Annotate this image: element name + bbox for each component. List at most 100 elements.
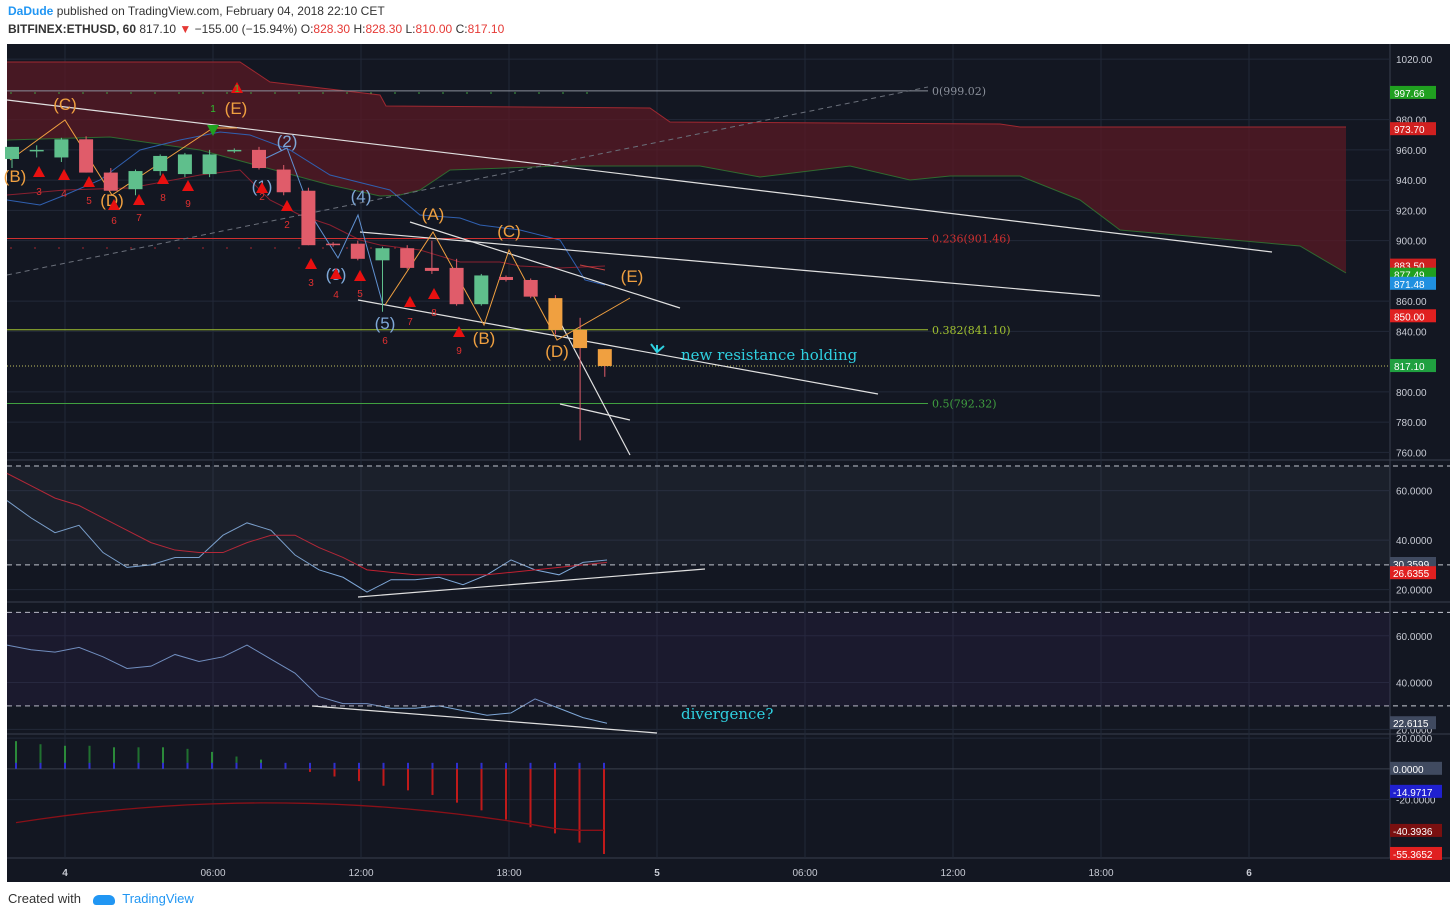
candle-body [474, 275, 489, 305]
elliott-wave-label: (E) [621, 267, 644, 286]
open-label: O: [300, 22, 314, 36]
created-with-text: Created with [8, 891, 81, 906]
divergence-annotation: divergence? [681, 705, 773, 723]
tradingview-logo-icon [92, 894, 115, 905]
osc-trend-line [357, 568, 706, 598]
td-marker [83, 176, 95, 187]
td-marker [182, 180, 194, 191]
elliott-wave-label: (A) [422, 205, 445, 224]
td-marker [428, 288, 440, 299]
hist-label-box [1390, 784, 1442, 798]
price-tick-label: 900.00 [1396, 237, 1427, 248]
trend-line [559, 403, 631, 421]
osc-tick-label: 40.0000 [1396, 679, 1433, 690]
price-tick-label: 800.00 [1396, 388, 1427, 399]
candle-body [597, 349, 612, 367]
osc-band [7, 465, 1390, 565]
td-marker [207, 125, 219, 136]
elliott-wave-orange-1 [9, 119, 237, 196]
osc-tick-label: 20.0000 [1396, 586, 1433, 597]
elliott-wave-label: (D) [545, 342, 569, 361]
td-count-label: 9 [185, 199, 191, 210]
down-arrow-icon: ▼ [179, 22, 192, 36]
td-marker [58, 169, 70, 180]
osc-series-line [6, 644, 608, 724]
author-name[interactable]: DaDude [8, 4, 54, 18]
td-marker [157, 173, 169, 184]
price-tick-label: 780.00 [1396, 418, 1427, 429]
arrow-icon [650, 343, 665, 354]
footer: Created with TradingView [8, 891, 194, 906]
osc-series-line [6, 500, 608, 593]
price-label-box [1390, 359, 1436, 373]
candle-body [424, 267, 439, 271]
fib-level-label: 0.236(901.46) [932, 232, 1011, 245]
time-tick-label: 12:00 [940, 868, 965, 879]
price-tick-label: 940.00 [1396, 176, 1427, 187]
td-marker [231, 82, 243, 93]
td-marker [354, 270, 366, 281]
fib-diagonal-line [6, 86, 929, 276]
price-tick-label: 920.00 [1396, 206, 1427, 217]
td-count-label: 1 [210, 104, 216, 115]
price-tick-label: 1020.00 [1396, 55, 1433, 66]
candle-body [252, 149, 266, 169]
elliott-wave-label: (C) [53, 95, 77, 114]
hist-label-text: -55.3652 [1393, 850, 1433, 861]
small-red-line [579, 264, 606, 271]
td-marker [305, 258, 317, 269]
price-label-text: 883.50 [1394, 262, 1425, 273]
candle-body [400, 248, 415, 268]
trend-line [409, 221, 681, 309]
trend-line [559, 321, 631, 456]
candle-body [326, 243, 341, 246]
annotation-text: new resistance holding [681, 346, 858, 364]
fib-level-label: 0(999.02) [932, 85, 986, 98]
trend-line [359, 231, 1101, 297]
time-tick-label: 6 [1246, 868, 1252, 879]
td-marker [453, 326, 465, 337]
time-tick-label: 06:00 [200, 868, 225, 879]
time-tick-label: 18:00 [1088, 868, 1113, 879]
price-label-box [1390, 309, 1436, 323]
low-value: 810.00 [415, 22, 453, 36]
price-label-text: 997.66 [1394, 89, 1425, 100]
elliott-wave-label: (4) [351, 187, 372, 206]
high-label: H: [353, 22, 366, 36]
price-label-box [1390, 85, 1436, 99]
td-count-label: 2 [284, 220, 290, 231]
candle-body [202, 154, 217, 175]
td-count-label: 7 [407, 317, 413, 328]
candle-body [276, 169, 291, 193]
price-label-text: 877.49 [1394, 271, 1425, 282]
price-label-text: 817.10 [1394, 362, 1425, 373]
symbol-label: BITFINEX:ETHUSD, 60 [8, 22, 137, 36]
time-tick-label: 5 [654, 868, 660, 879]
publish-line: DaDude published on TradingView.com, Feb… [8, 4, 385, 18]
td-count-label: 2 [259, 192, 265, 203]
hist-label-box [1390, 761, 1442, 775]
elliott-wave-label: (5) [375, 314, 396, 333]
td-count-label: 5 [86, 196, 92, 207]
time-tick-label: 18:00 [496, 868, 521, 879]
price-tick-label: 980.00 [1396, 116, 1427, 127]
hist-label-text: -40.3936 [1393, 827, 1433, 838]
td-marker [404, 296, 416, 307]
fib-level-label: 0.382(841.10) [932, 324, 1011, 337]
candle-body [79, 139, 94, 173]
time-tick-label: 12:00 [348, 868, 373, 879]
hist-signal-line [15, 802, 604, 831]
price-label-box [1390, 276, 1436, 290]
td-marker [108, 199, 120, 210]
elliott-wave-label: (C) [497, 222, 521, 241]
tradingview-brand[interactable]: TradingView [122, 891, 194, 906]
time-axis-background [7, 858, 1450, 882]
candle-body [301, 190, 316, 246]
td-marker [330, 268, 342, 279]
candle-body [523, 279, 538, 297]
osc-tick-label: 60.0000 [1396, 632, 1433, 643]
elliott-wave-label: (2) [277, 132, 298, 151]
td-marker [133, 194, 145, 205]
conversion-line [6, 131, 606, 286]
